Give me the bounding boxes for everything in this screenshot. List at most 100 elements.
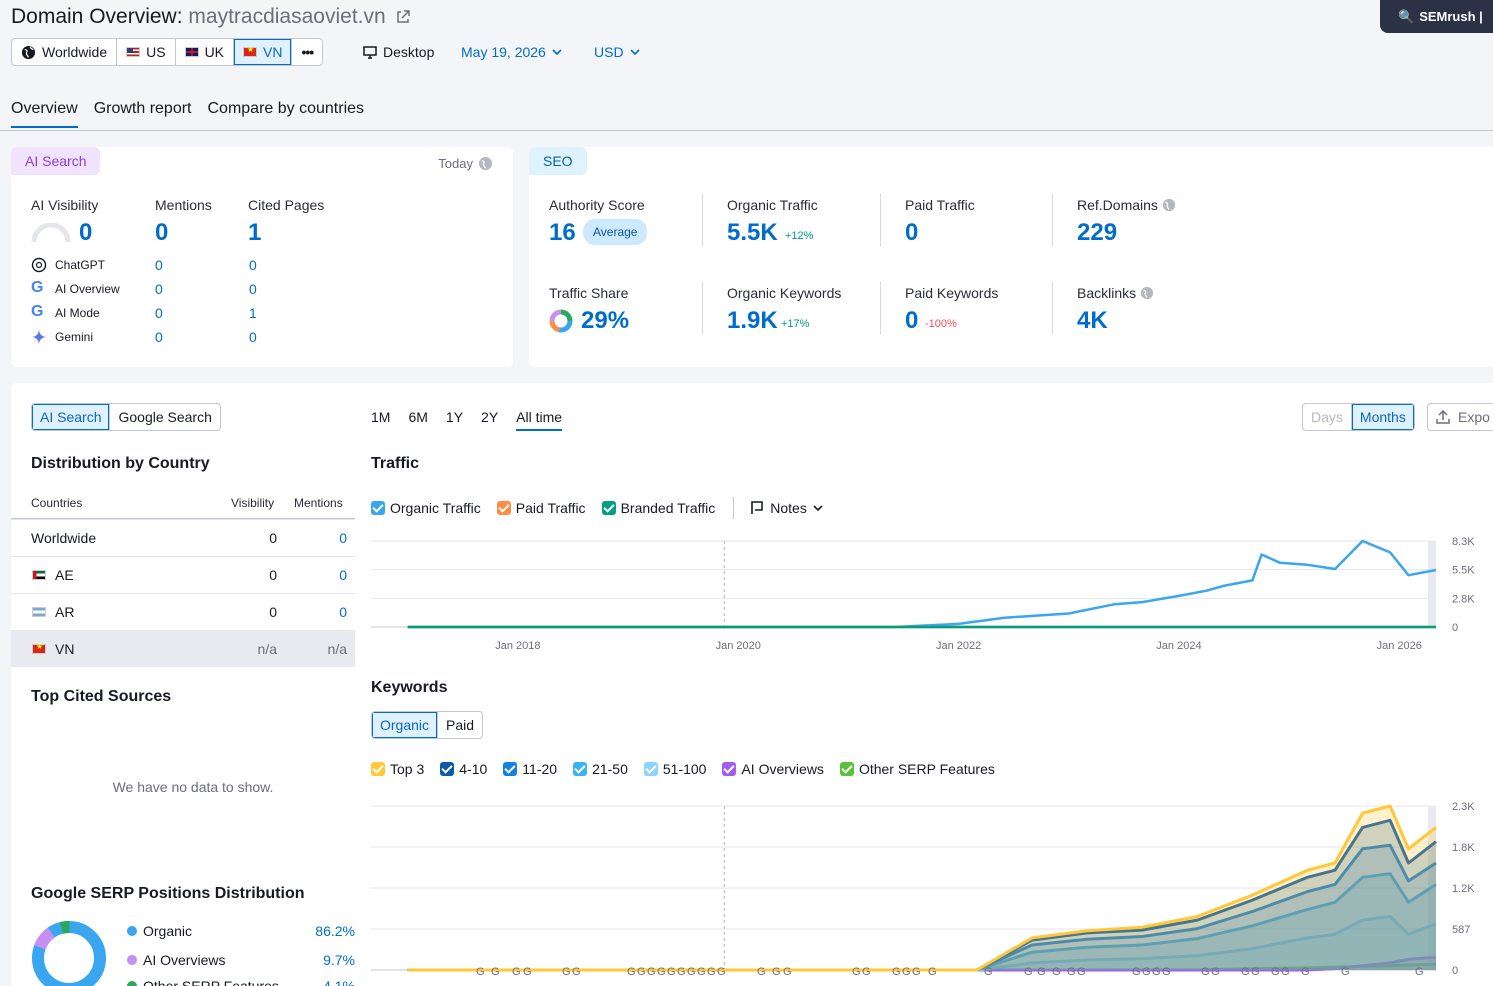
x-tick-label: Jan 2020 [716,640,761,652]
serp-feature-marker-icon: G [572,966,581,978]
granularity-months[interactable]: Months [1351,404,1414,430]
tab-compare-by-countries[interactable]: Compare by countries [207,100,365,117]
currency-dropdown[interactable]: USD [594,44,640,60]
db-uk-button[interactable]: UK [176,39,235,65]
country-mentions[interactable]: 0 [339,567,347,583]
legend-21-50[interactable]: 21-50 [573,761,628,777]
table-row[interactable]: Worldwide 0 0 [11,519,355,556]
granularity-days[interactable]: Days [1303,404,1352,430]
country-mentions[interactable]: 0 [339,530,347,546]
serp-feature-marker-icon: G [1415,966,1424,978]
country-visibility: 0 [269,530,277,546]
external-link-icon[interactable] [396,10,410,24]
visibility-gauge-icon [31,223,71,243]
toggle-ai-search[interactable]: AI Search [32,404,111,430]
tab-growth-report[interactable]: Growth report [93,100,192,117]
legend-11-20[interactable]: 11-20 [503,761,557,777]
export-inner: Expo [1428,404,1493,430]
legend-top3[interactable]: Top 3 [371,761,424,777]
serp-value[interactable]: 86.2% [315,923,355,939]
currency-label: USD [594,44,624,60]
db-us-button[interactable]: US [117,39,176,65]
country-name: Worldwide [31,530,97,546]
tab-overview[interactable]: Overview [11,100,78,128]
series-area [407,873,1437,970]
toggle-paid[interactable]: Paid [446,717,475,733]
traffic-share-value[interactable]: 29% [581,307,630,334]
organic-traffic-value[interactable]: 5.5K [727,219,778,246]
range-1y[interactable]: 1Y [445,409,464,425]
series-line [407,915,1437,972]
paid-traffic-label: Paid Traffic [905,197,975,213]
serp-feature-marker-icon: G [783,966,792,978]
platform-name: AI Mode [55,306,100,320]
paid-traffic-value[interactable]: 0 [905,219,919,246]
db-vn-button[interactable]: VN [234,39,293,65]
serp-feature-marker-icon: G [1067,966,1076,978]
upload-icon [1436,410,1450,424]
ref-domains-label: Ref.Domains [1077,197,1176,213]
checkbox-icon [440,762,455,776]
serp-value[interactable]: 9.7% [323,952,355,968]
table-row[interactable]: AR 0 0 [11,593,355,630]
export-button[interactable]: Expo [1427,403,1493,431]
platform-mentions[interactable]: 0 [155,281,163,297]
legend-other-serp[interactable]: Other SERP Features [839,761,995,777]
mentions-value[interactable]: 0 [155,219,169,246]
platform-mentions[interactable]: 0 [155,257,163,273]
semrush-badge-label: SEMrush | [1419,9,1483,24]
domain-link[interactable]: maytracdiasaoviet.vn [188,5,386,28]
platform-cited[interactable]: 0 [249,329,257,345]
cited-pages-value[interactable]: 1 [248,219,262,246]
serp-label: Organic [143,923,193,939]
paid-keywords-value[interactable]: 0 [905,307,919,334]
platform-cited[interactable]: 0 [249,257,257,273]
platform-mentions[interactable]: 0 [155,329,163,345]
country-mentions[interactable]: 0 [339,604,347,620]
device-selector[interactable]: Desktop [363,44,434,60]
organic-keywords-value[interactable]: 1.9K [727,307,778,334]
legend-branded-traffic[interactable]: Branded Traffic [601,500,715,516]
serp-feature-marker-icon: G [491,966,500,978]
serp-legend-item: Other SERP Features 4.1% [127,978,355,986]
notes-dropdown[interactable]: Notes [750,500,823,516]
divider [1052,282,1053,334]
range-1m[interactable]: 1M [371,409,391,425]
serp-feature-marker-icon: G [512,966,521,978]
semrush-extension-badge[interactable]: 🔍 SEMrush | [1380,0,1493,33]
legend-4-10[interactable]: 4-10 [440,761,487,777]
legend-51-100[interactable]: 51-100 [643,761,706,777]
range-6m[interactable]: 6M [408,409,428,425]
db-worldwide-button[interactable]: Worldwide [12,39,118,65]
legend-paid-traffic[interactable]: Paid Traffic [496,500,586,516]
traffic-chart: 8.3K 5.5K 2.8K 0 Jan 2018 Jan 2020 Jan 2022 Jan… [371,536,1475,652]
ref-domains-value[interactable]: 229 [1077,219,1118,246]
range-2y[interactable]: 2Y [481,409,499,425]
paid-keywords-delta: -100% [925,318,957,330]
table-row[interactable]: AE 0 0 [11,556,355,593]
x-tick-label: Jan 2022 [936,640,981,652]
serp-feature-marker-icon: G [1037,966,1046,978]
platform-cited[interactable]: 0 [249,281,257,297]
table-row[interactable]: VN n/a n/a [11,630,355,667]
more-databases-button[interactable]: ••• [292,39,322,65]
date-dropdown[interactable]: May 19, 2026 [461,44,562,60]
range-all-time[interactable]: All time [516,409,563,431]
serp-distribution-title: Google SERP Positions Distribution [31,885,305,902]
platform-cited[interactable]: 1 [249,305,257,321]
legend-ai-overviews[interactable]: AI Overviews [722,761,824,777]
legend-divider [733,497,735,519]
flag-us-icon [126,47,141,57]
backlinks-value[interactable]: 4K [1077,307,1108,334]
platform-mentions[interactable]: 0 [155,305,163,321]
no-data-message: We have no data to show. [112,779,274,795]
db-vn-label: VN [263,44,283,60]
legend-organic-traffic[interactable]: Organic Traffic [371,500,481,516]
serp-feature-marker-icon: G [667,966,676,978]
toggle-organic[interactable]: Organic [372,712,439,738]
serp-value[interactable]: 4.1% [323,978,355,986]
toggle-google-search[interactable]: Google Search [118,409,212,425]
ai-visibility-value[interactable]: 0 [79,219,93,246]
flag-ar-icon [32,607,46,617]
authority-score-value[interactable]: 16 [549,219,576,246]
